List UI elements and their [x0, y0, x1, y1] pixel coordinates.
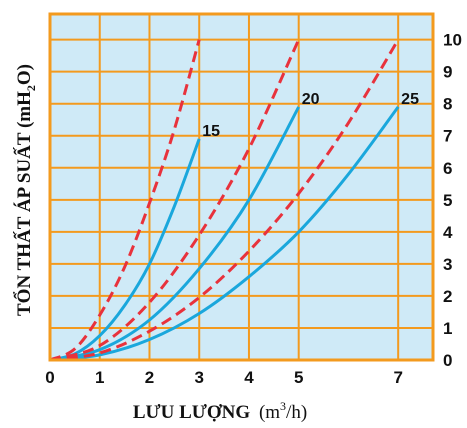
y-tick-label-1: 1 — [443, 319, 452, 338]
x-axis-unit-sup: 3 — [280, 399, 286, 413]
x-tick-label-5: 5 — [294, 368, 303, 387]
series-labels: 15 20 25 — [202, 91, 419, 140]
x-tick-label-3: 3 — [194, 368, 203, 387]
dashed-curve-3 — [49, 39, 201, 362]
y-tick-label-0: 0 — [443, 351, 452, 370]
series-label-20: 20 — [302, 91, 320, 108]
x-tick-labels: 0 1 2 3 4 5 7 — [45, 368, 403, 387]
x-axis-title: LƯU LƯỢNG (m3/h) — [133, 399, 307, 423]
x-axis-unit-tail: /h) — [286, 402, 307, 423]
y-axis-label-tail: O) — [14, 64, 35, 85]
y-tick-label-3: 3 — [443, 255, 452, 274]
solid-curve-1 — [49, 106, 301, 362]
dashed-curve-5 — [49, 38, 400, 362]
x-tick-label-2: 2 — [145, 368, 154, 387]
y-axis-title: TỔN THẤT ÁP SUẤT (mH2O) — [13, 64, 38, 316]
solid-curve-2 — [49, 106, 400, 362]
plot-area — [50, 14, 433, 360]
y-axis-label-sub: 2 — [24, 85, 38, 91]
x-tick-label-4: 4 — [244, 368, 254, 387]
y-tick-label-5: 5 — [443, 191, 452, 210]
series-label-25: 25 — [401, 91, 419, 108]
y-tick-label-8: 8 — [443, 95, 452, 114]
plot-frame — [48, 12, 435, 362]
x-tick-label-1: 1 — [95, 368, 104, 387]
y-tick-label-4: 4 — [443, 223, 453, 242]
y-tick-label-9: 9 — [443, 63, 452, 82]
dashed-curve-4 — [49, 38, 301, 362]
y-tick-labels: 0 1 2 3 4 5 6 7 8 9 10 — [443, 31, 462, 370]
x-axis-unit: (m — [259, 402, 280, 423]
y-axis-label: TỔN THẤT ÁP SUẤT (mH — [13, 91, 35, 316]
x-axis-label: LƯU LƯỢNG — [133, 402, 251, 423]
y-tick-label-10: 10 — [443, 31, 462, 50]
y-tick-label-7: 7 — [443, 127, 452, 146]
y-tick-label-2: 2 — [443, 287, 452, 306]
grid — [50, 14, 433, 360]
curves — [49, 38, 400, 362]
x-tick-label-0: 0 — [45, 368, 54, 387]
y-tick-label-6: 6 — [443, 159, 452, 178]
series-label-15: 15 — [202, 123, 220, 140]
x-tick-label-6: 7 — [393, 368, 402, 387]
